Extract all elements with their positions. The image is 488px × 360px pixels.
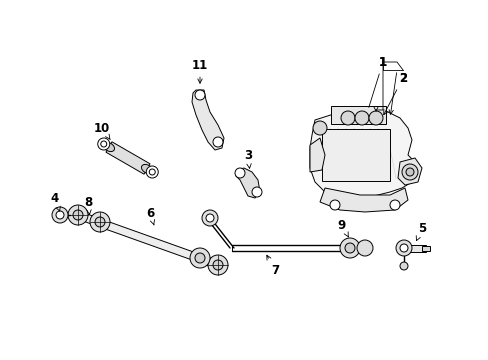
Polygon shape — [309, 138, 325, 172]
Circle shape — [202, 210, 218, 226]
Circle shape — [205, 214, 214, 222]
Circle shape — [190, 248, 209, 268]
Text: 9: 9 — [337, 219, 347, 237]
Polygon shape — [236, 168, 260, 198]
Circle shape — [389, 200, 399, 210]
Bar — [421, 246, 429, 251]
Circle shape — [312, 121, 326, 135]
Circle shape — [354, 111, 368, 125]
Circle shape — [73, 210, 83, 220]
Circle shape — [101, 141, 106, 147]
Text: 6: 6 — [145, 207, 154, 225]
Text: 4: 4 — [51, 192, 60, 211]
Circle shape — [98, 138, 109, 150]
Circle shape — [90, 212, 110, 232]
Ellipse shape — [103, 143, 114, 152]
Text: 1: 1 — [368, 55, 386, 107]
Text: 5: 5 — [415, 221, 425, 240]
Polygon shape — [309, 108, 417, 200]
Text: 10: 10 — [94, 122, 110, 140]
Circle shape — [395, 240, 411, 256]
Text: 2: 2 — [383, 72, 406, 115]
Circle shape — [195, 90, 204, 100]
Text: 7: 7 — [266, 255, 279, 276]
Bar — [330, 106, 385, 124]
Circle shape — [329, 200, 339, 210]
Circle shape — [195, 253, 204, 263]
Ellipse shape — [141, 165, 152, 174]
Circle shape — [149, 169, 155, 175]
Circle shape — [405, 168, 413, 176]
Circle shape — [340, 111, 354, 125]
Circle shape — [52, 207, 68, 223]
Circle shape — [356, 240, 372, 256]
Circle shape — [235, 168, 244, 178]
Circle shape — [251, 187, 262, 197]
Circle shape — [95, 217, 105, 227]
Polygon shape — [106, 142, 150, 174]
Bar — [321, 129, 389, 181]
Polygon shape — [319, 188, 407, 212]
Circle shape — [401, 164, 417, 180]
Text: 1: 1 — [378, 55, 386, 68]
Text: 8: 8 — [84, 195, 92, 215]
Circle shape — [399, 262, 407, 270]
Circle shape — [213, 260, 223, 270]
Polygon shape — [192, 90, 224, 150]
Circle shape — [207, 255, 227, 275]
Circle shape — [399, 244, 407, 252]
Circle shape — [213, 137, 223, 147]
Circle shape — [368, 111, 382, 125]
Circle shape — [339, 238, 359, 258]
Polygon shape — [397, 158, 421, 185]
Text: 11: 11 — [191, 59, 208, 83]
Circle shape — [345, 243, 354, 253]
Circle shape — [68, 205, 88, 225]
Circle shape — [146, 166, 158, 178]
Bar — [403, 244, 425, 252]
Circle shape — [56, 211, 64, 219]
Text: 2: 2 — [398, 72, 406, 85]
Text: 3: 3 — [244, 149, 251, 168]
Polygon shape — [77, 211, 219, 269]
